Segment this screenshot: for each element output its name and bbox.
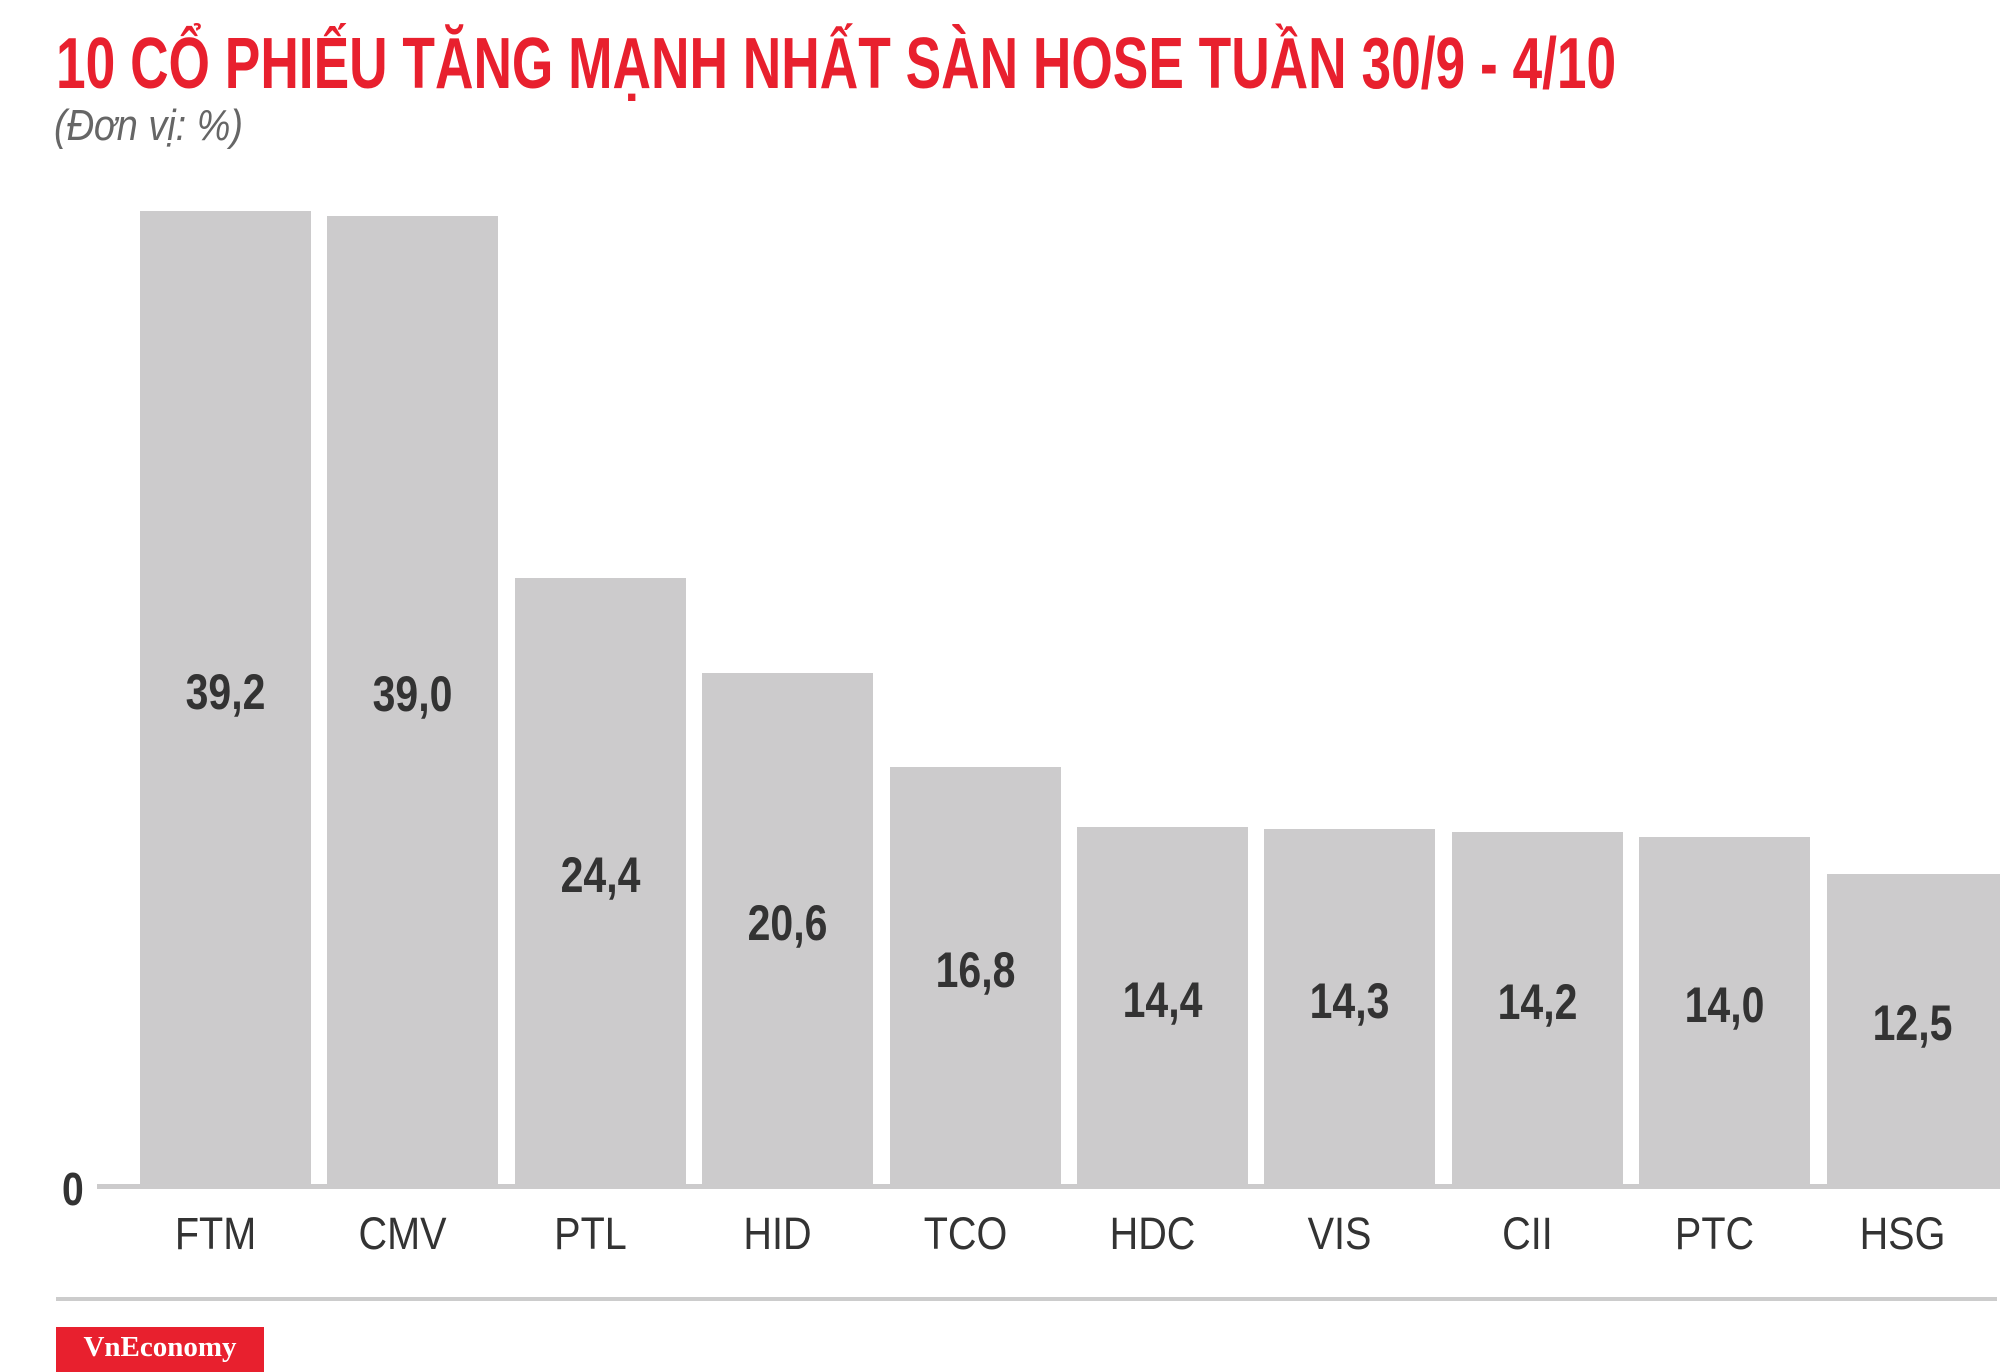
- y-axis-zero-label: 0: [62, 1163, 84, 1215]
- chart-title: 10 CỔ PHIẾU TĂNG MẠNH NHẤT SÀN HOSE TUẦN…: [56, 24, 1617, 104]
- bar-value-label: 14,3: [1309, 972, 1390, 1029]
- footer-divider: [56, 1297, 1997, 1301]
- x-axis-label-vis: VIS: [1307, 1208, 1372, 1259]
- bar-hid: 20,6: [702, 673, 873, 1184]
- bar-cmv: 39,0: [327, 216, 498, 1184]
- x-axis-label-tco: TCO: [923, 1208, 1008, 1259]
- bar-value-label: 14,0: [1684, 976, 1765, 1033]
- bar-value-label: 24,4: [560, 847, 641, 903]
- x-axis-label-ptl: PTL: [554, 1208, 627, 1259]
- bar-value-label: 16,8: [935, 941, 1016, 998]
- x-axis-label-hdc: HDC: [1109, 1208, 1196, 1259]
- bar-value-label: 14,4: [1122, 971, 1203, 1028]
- chart-unit-subtitle: (Đơn vị: %): [54, 101, 243, 150]
- x-axis-label-cii: CII: [1502, 1208, 1553, 1259]
- vneconomy-logo: VnEconomy: [56, 1327, 264, 1372]
- x-axis-label-hsg: HSG: [1859, 1208, 1946, 1259]
- bar-value-label: 14,2: [1497, 974, 1578, 1030]
- bar-value-label: 12,5: [1872, 995, 1953, 1051]
- bar-value-label: 39,2: [185, 663, 266, 720]
- x-axis-baseline: [97, 1184, 2000, 1189]
- bar-cii: 14,2: [1452, 832, 1623, 1184]
- x-axis-label-cmv: CMV: [358, 1208, 447, 1259]
- bar-vis: 14,3: [1264, 829, 1435, 1184]
- bar-ptc: 14,0: [1639, 837, 1810, 1184]
- bar-value-label: 39,0: [372, 666, 453, 722]
- x-axis-label-hid: HID: [743, 1208, 812, 1259]
- bar-hsg: 12,5: [1827, 874, 2000, 1184]
- bar-value-label: 20,6: [747, 894, 828, 951]
- x-axis-label-ftm: FTM: [174, 1208, 257, 1259]
- bar-ptl: 24,4: [515, 578, 686, 1184]
- bar-tco: 16,8: [890, 767, 1061, 1184]
- x-axis-label-ptc: PTC: [1674, 1208, 1755, 1259]
- bar-hdc: 14,4: [1077, 827, 1248, 1184]
- bar-ftm: 39,2: [140, 211, 311, 1184]
